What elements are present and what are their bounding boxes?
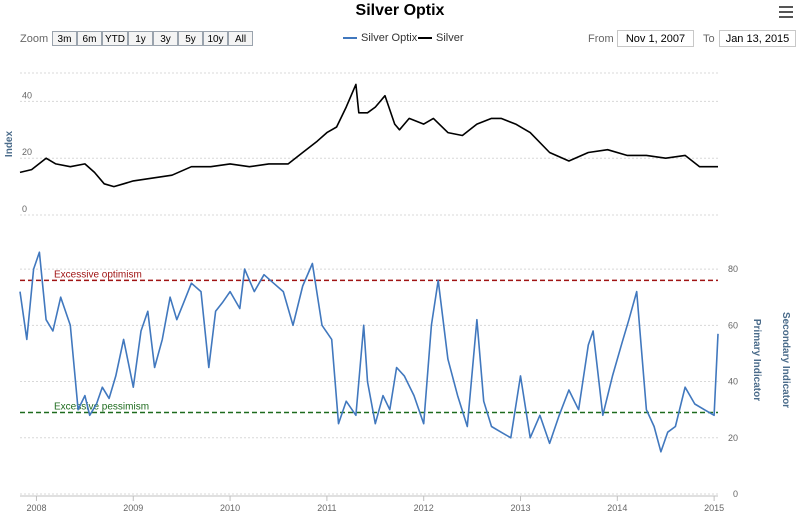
x-tick-label: 2012 [414, 503, 434, 513]
optix-swatch-icon [343, 37, 357, 40]
from-label: From [588, 33, 614, 45]
top-y-tick-label: 0 [22, 204, 27, 214]
secondary-axis-title: Secondary Indicator [780, 312, 791, 408]
zoom-label: Zoom [20, 33, 49, 45]
top-y-tick-label: 40 [22, 90, 32, 100]
primary-axis-title: Primary Indicator [751, 319, 762, 401]
zoom-6m-button[interactable]: 6m [77, 31, 102, 46]
zoom-3m-button[interactable]: 3m [52, 31, 77, 46]
x-tick-label: 2014 [607, 503, 627, 513]
silver-series-line [19, 83, 718, 188]
chart-title: Silver Optix [355, 2, 445, 19]
zoom-all-button[interactable]: All [228, 31, 253, 46]
zoom-5y-button[interactable]: 5y [178, 31, 203, 46]
from-date-input[interactable]: Nov 1, 2007 [617, 30, 694, 47]
zoom-1y-button[interactable]: 1y [128, 31, 153, 46]
x-tick-label: 2013 [510, 503, 530, 513]
bottom-y-tick-label: 60 [728, 320, 738, 330]
bottom-y-tick-label: 0 [733, 489, 738, 499]
legend-silver-label: Silver [436, 32, 464, 44]
to-date-input[interactable]: Jan 13, 2015 [719, 30, 796, 47]
x-tick-label: 2008 [26, 503, 46, 513]
optix-series-line [19, 251, 719, 453]
zoom-10y-button[interactable]: 10y [203, 31, 228, 46]
x-tick-label: 2010 [220, 503, 240, 513]
bottom-y-tick-label: 80 [728, 264, 738, 274]
reference-line-label: Excessive optimism [54, 269, 142, 280]
bottom-y-tick-label: 20 [728, 433, 738, 443]
legend-optix-label: Silver Optix [361, 32, 418, 44]
to-label: To [703, 33, 715, 45]
x-tick-label: 2015 [704, 503, 724, 513]
zoom-3y-button[interactable]: 3y [153, 31, 178, 46]
legend-item-optix[interactable]: Silver Optix [343, 32, 417, 44]
silver-swatch-icon [418, 37, 432, 40]
zoom-ytd-button[interactable]: YTD [102, 31, 128, 46]
menu-icon[interactable] [779, 6, 793, 18]
top-y-tick-label: 20 [22, 147, 32, 157]
legend-item-silver[interactable]: Silver [418, 32, 464, 44]
reference-line-label: Excessive pessimism [54, 401, 149, 412]
x-tick-label: 2009 [123, 503, 143, 513]
x-tick-label: 2011 [317, 503, 336, 513]
top-y-axis-title: Index [4, 131, 15, 158]
bottom-y-tick-label: 40 [728, 377, 738, 387]
